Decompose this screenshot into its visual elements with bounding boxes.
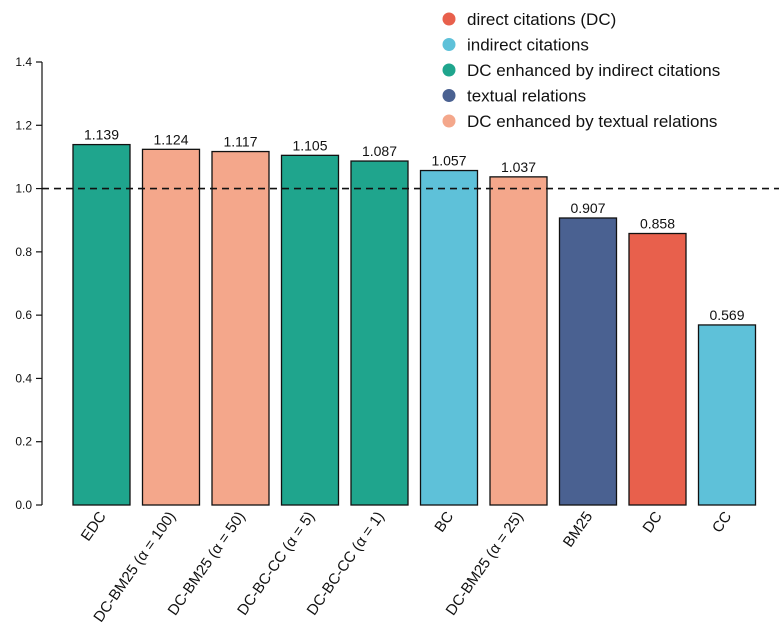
- bar-value-label: 0.907: [570, 200, 605, 216]
- value-labels: 1.139 1.124 1.117 1.105 1.087 1.057 1.037 0.907…: [84, 127, 745, 323]
- y-tick-label: 1.0: [15, 182, 32, 196]
- bar: [211, 150, 270, 506]
- y-tick-label: 0.0: [15, 498, 32, 512]
- bar-value-label: 1.117: [224, 134, 258, 150]
- x-tick-label: BC: [431, 508, 457, 535]
- x-tick-label: BM25: [560, 509, 596, 551]
- legend-swatch: [442, 38, 456, 51]
- x-tick-label: EDC: [78, 508, 110, 544]
- bar: [697, 324, 757, 506]
- x-tick-label: DC: [639, 508, 665, 536]
- bar-value-label: 1.057: [431, 153, 466, 169]
- x-tick-label: DC-BM25 (α = 25): [443, 509, 527, 619]
- bar-value-label: 0.858: [640, 216, 675, 232]
- bar-value-label: 1.139: [84, 127, 119, 143]
- bar: [419, 169, 479, 506]
- y-tick-label: 0.2: [15, 435, 32, 449]
- x-tick-label: DC-BC-CC (α = 5): [234, 509, 318, 619]
- legend: direct citations (DC) indirect citations D…: [442, 10, 720, 131]
- legend-label: DC enhanced by textual relations: [467, 112, 717, 131]
- legend-label: direct citations (DC): [467, 10, 616, 29]
- x-tick-label: DC-BM25 (α = 50): [165, 509, 249, 619]
- bar: [72, 143, 131, 506]
- legend-label: indirect citations: [467, 36, 589, 55]
- legend-swatch: [442, 12, 456, 26]
- bar-value-label: 1.105: [292, 137, 327, 153]
- bar: [280, 154, 340, 506]
- bar-value-label: 1.037: [501, 159, 536, 175]
- legend-swatch: [442, 114, 456, 128]
- y-tick-label: 1.2: [15, 118, 32, 132]
- y-tick-label: 0.6: [15, 308, 32, 322]
- y-axis: 0.0 0.2 0.4 0.6 0.8 1.0 1.2 1.4: [15, 55, 43, 512]
- bars: [72, 143, 757, 506]
- x-tick-label: DC-BC-CC (α = 1): [304, 509, 388, 619]
- bar: [628, 232, 687, 506]
- legend-label: textual relations: [467, 87, 586, 106]
- bar-value-label: 1.124: [153, 131, 188, 147]
- y-tick-label: 0.4: [15, 371, 32, 385]
- legend-swatch: [442, 63, 456, 77]
- legend-swatch: [442, 89, 456, 102]
- y-tick-label: 1.4: [15, 55, 32, 69]
- y-tick-label: 0.8: [15, 245, 32, 259]
- bar-value-label: 0.569: [709, 307, 744, 323]
- bar: [350, 160, 409, 506]
- bar: [558, 217, 618, 506]
- legend-label: DC enhanced by indirect citations: [467, 61, 720, 80]
- bar: [489, 176, 548, 506]
- bar-value-label: 1.087: [362, 143, 397, 159]
- x-tick-label: CC: [709, 508, 735, 536]
- bar: [141, 148, 201, 506]
